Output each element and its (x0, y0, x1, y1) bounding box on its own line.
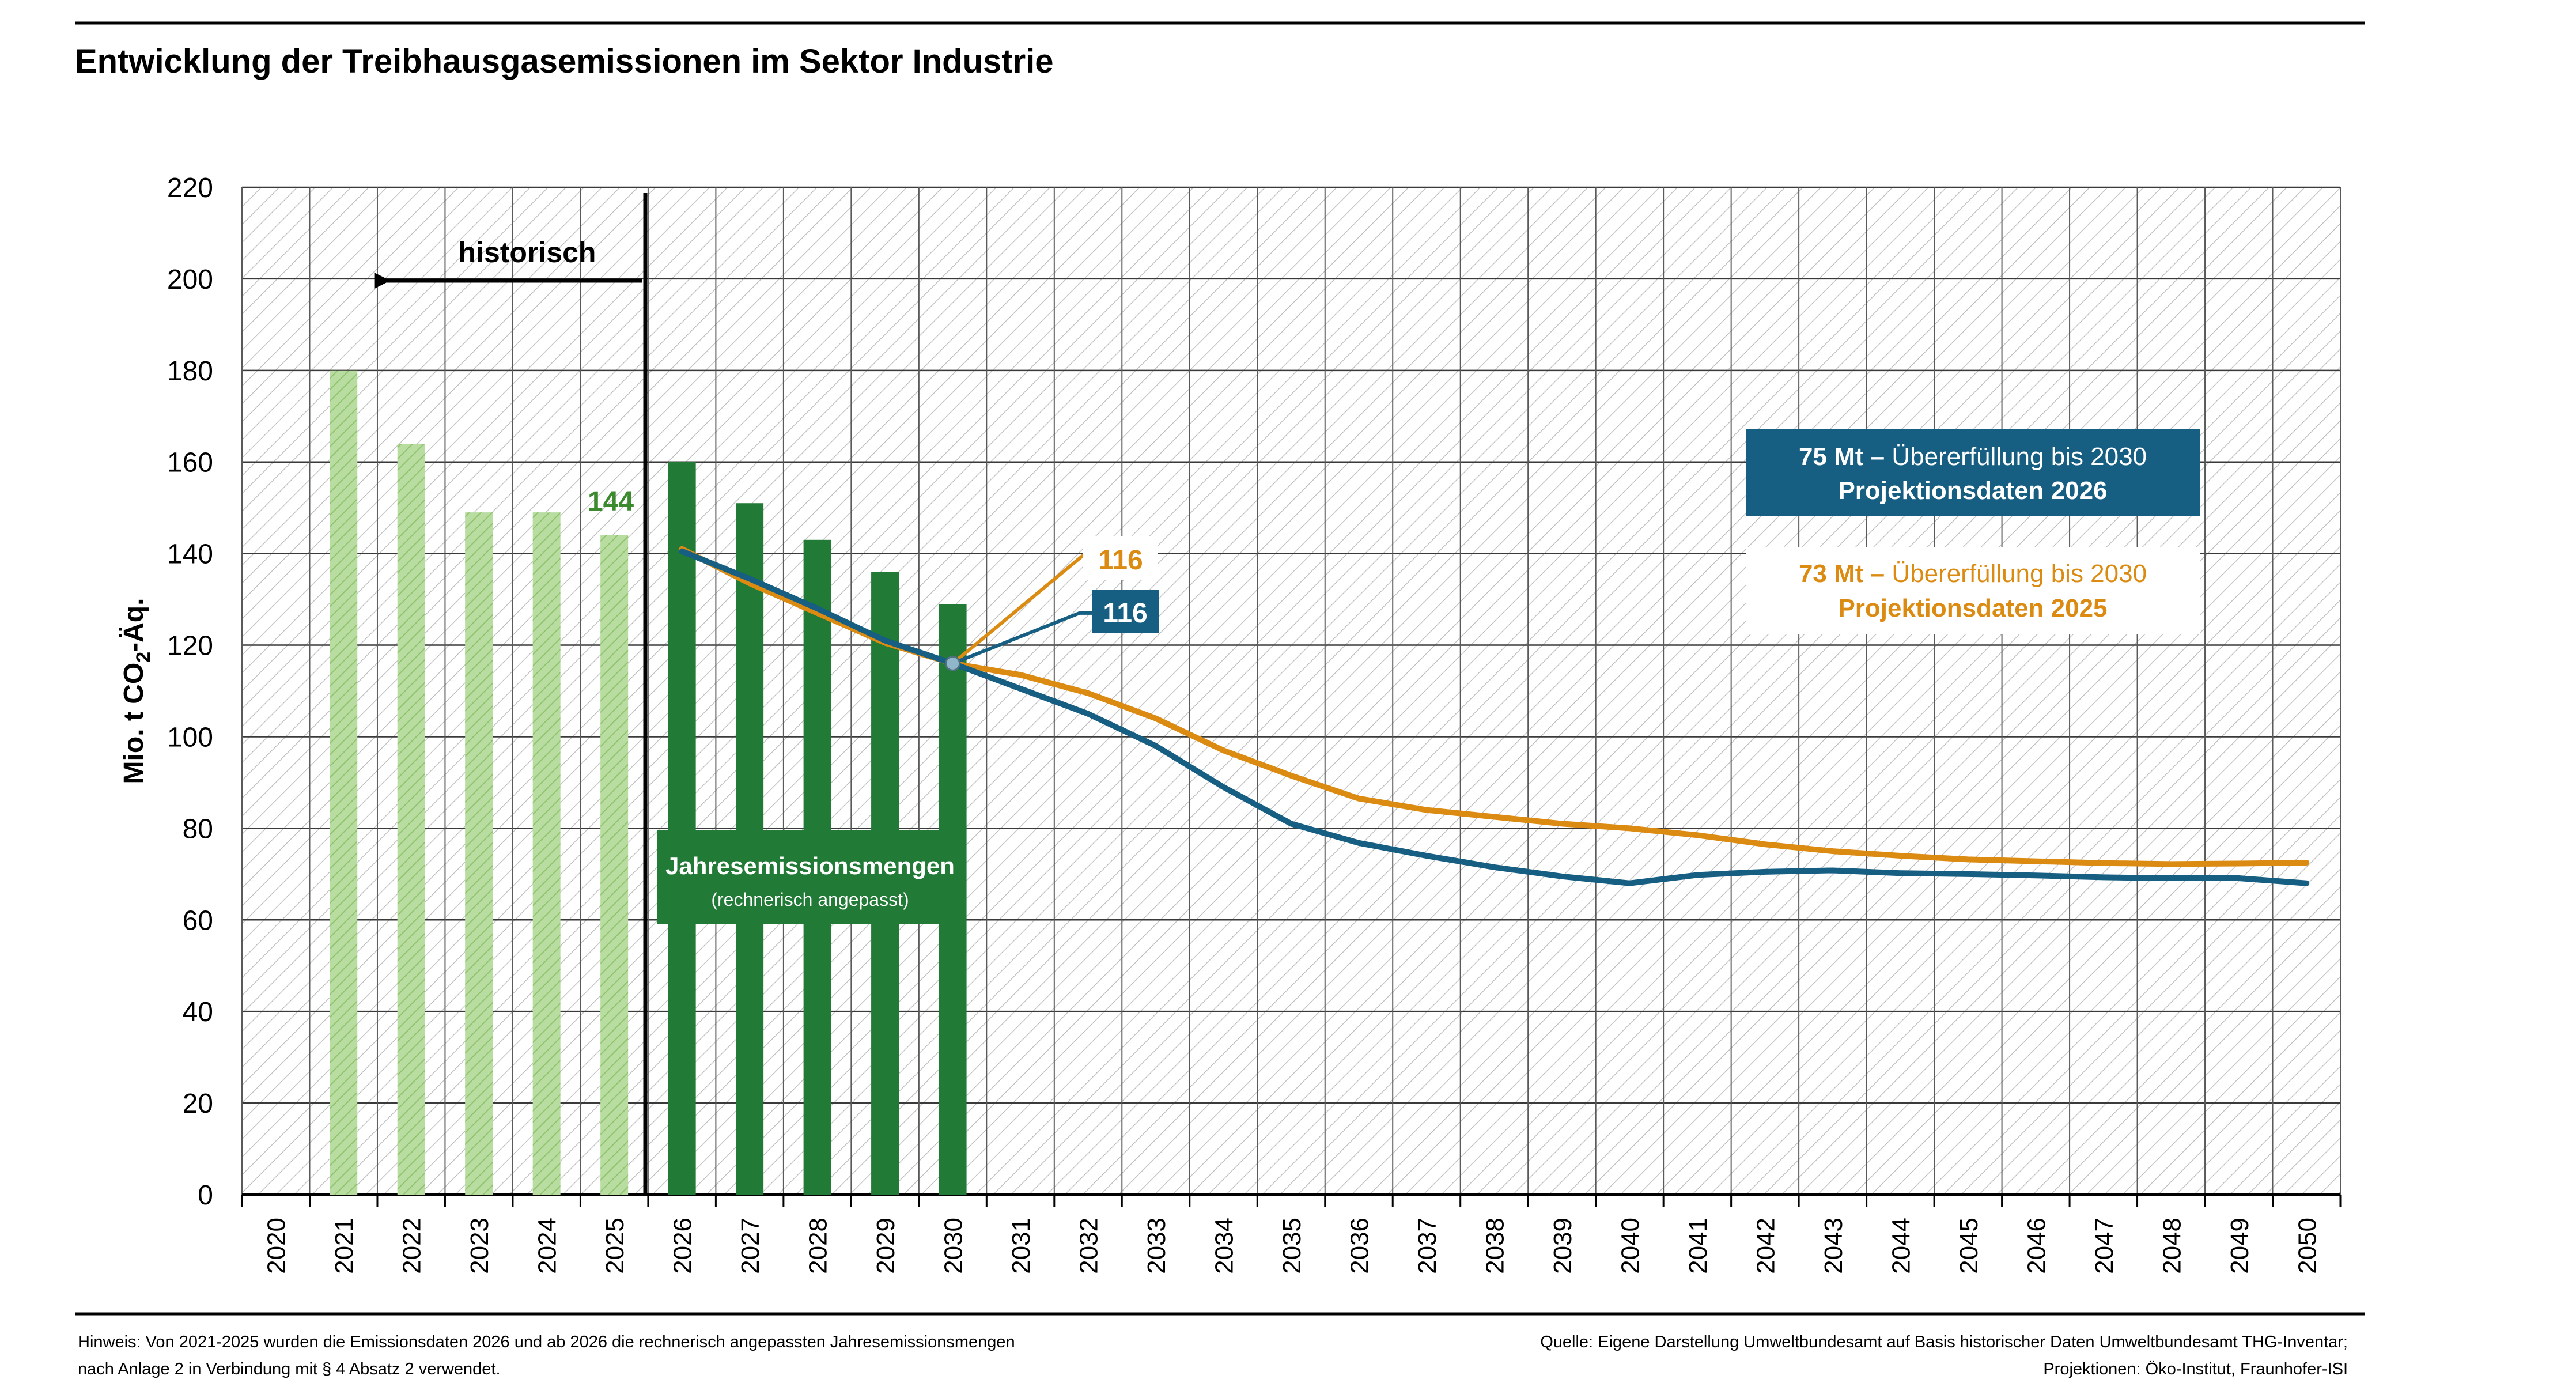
y-tick-label: 180 (167, 356, 213, 387)
x-tick-label: 2023 (466, 1218, 494, 1274)
y-tick-label: 220 (167, 173, 213, 203)
bar-historic-2021 (330, 370, 358, 1195)
box-2026-line2: Projektionsdaten 2026 (1838, 477, 2107, 505)
x-tick-label: 2041 (1684, 1218, 1712, 1274)
x-tick-label: 2026 (669, 1218, 697, 1274)
box-2026-line1: 75 Mt – Übererfüllung bis 2030 (1799, 443, 2147, 471)
y-tick-label: 120 (167, 631, 213, 662)
x-tick-label: 2039 (1549, 1218, 1577, 1274)
x-tick-label: 2021 (330, 1218, 358, 1274)
x-tick-label: 2024 (534, 1218, 562, 1274)
y-tick-label: 160 (167, 448, 213, 478)
footnote-line1: Hinweis: Von 2021-2025 wurden die Emissi… (78, 1333, 1015, 1351)
bar-historic-2022 (397, 443, 425, 1195)
x-axis: 2020 2021 2022 2023 2024 2025 2026 2027 2028 2029… (241, 1193, 2342, 1274)
x-tick-label: 2027 (736, 1218, 765, 1274)
footnote-line2: nach Anlage 2 in Verbindung mit § 4 Absa… (78, 1360, 501, 1378)
x-tick-label: 2034 (1211, 1218, 1239, 1274)
bar-historic-2023 (465, 512, 493, 1195)
box-2025-line1: 73 Mt – Übererfüllung bis 2030 (1799, 560, 2147, 588)
y-tick-label: 20 (183, 1089, 213, 1119)
chart-title: Entwicklung der Treibhausgasemissionen i… (75, 43, 1054, 80)
x-tick-label: 2049 (2226, 1218, 2254, 1274)
x-tick-label: 2022 (398, 1218, 426, 1274)
x-tick-label: 2029 (872, 1218, 900, 1274)
jahresemissionsmengen-box: Jahresemissionsmengen (rechnerisch angep… (657, 830, 963, 924)
y-tick-label: 100 (167, 722, 213, 753)
x-tick-label: 2020 (263, 1218, 291, 1274)
label-116-blue: 116 (1103, 598, 1147, 629)
x-tick-label: 2032 (1075, 1218, 1103, 1274)
historic-label: historisch (459, 236, 596, 269)
x-tick-label: 2040 (1616, 1218, 1644, 1274)
x-tick-label: 2031 (1007, 1218, 1035, 1274)
x-tick-label: 2050 (2293, 1218, 2321, 1274)
y-axis: 0 20 40 60 80 100 120 140 160 180 200 220 (167, 173, 213, 1211)
x-tick-label: 2047 (2090, 1218, 2119, 1274)
x-tick-label: 2036 (1345, 1218, 1374, 1274)
jahres-subtitle: (rechnerisch angepasst) (711, 889, 909, 910)
bar-budget-2026 (668, 462, 696, 1195)
bar-historic-2024 (532, 512, 561, 1195)
y-tick-label: 140 (167, 539, 213, 570)
cumulative-label-2026: 116 (1092, 590, 1159, 633)
x-tick-label: 2043 (1820, 1218, 1848, 1274)
jahres-title: Jahresemissionsmengen (665, 852, 955, 879)
source-line2: Projektionen: Öko-Institut, Fraunhofer-I… (2043, 1360, 2348, 1378)
x-tick-label: 2028 (804, 1218, 833, 1274)
x-tick-label: 2046 (2022, 1218, 2051, 1274)
x-tick-label: 2025 (601, 1218, 629, 1274)
x-tick-label: 2035 (1278, 1218, 1306, 1274)
y-tick-label: 40 (183, 997, 213, 1027)
y-tick-label: 80 (183, 814, 213, 844)
bar-historic-2025 (600, 535, 629, 1195)
box-projektion-2026: 75 Mt – Übererfüllung bis 2030 Projektio… (1746, 429, 2200, 516)
plot-area (242, 187, 2340, 1195)
leader-line-2026 (952, 611, 1092, 666)
grid (241, 186, 2341, 1196)
box-2025-line2: Projektionsdaten 2025 (1838, 594, 2107, 622)
x-tick-label: 2038 (1481, 1218, 1509, 1274)
source-line1: Quelle: Eigene Darstellung Umweltbundesa… (1540, 1333, 2348, 1351)
cumulative-label-2025: 116 (1083, 536, 1158, 580)
x-tick-label: 2044 (1887, 1218, 1915, 1274)
x-tick-label: 2037 (1413, 1218, 1442, 1274)
y-tick-label: 200 (167, 265, 213, 295)
label-116-orange: 116 (1098, 545, 1143, 576)
box-projektion-2025: 73 Mt – Übererfüllung bis 2030 Projektio… (1746, 547, 2200, 634)
x-tick-label: 2042 (1752, 1218, 1780, 1274)
marker-2030 (945, 655, 961, 671)
x-tick-label: 2048 (2158, 1218, 2186, 1274)
y-axis-title: Mio. t CO2-Äq. (119, 598, 154, 784)
y-tick-label: 0 (198, 1180, 213, 1211)
x-tick-label: 2045 (1955, 1218, 1983, 1274)
data-label-2025-historic: 144 (588, 486, 634, 517)
x-tick-label: 2033 (1143, 1218, 1171, 1274)
y-tick-label: 60 (183, 905, 213, 936)
x-tick-label: 2030 (940, 1218, 968, 1274)
